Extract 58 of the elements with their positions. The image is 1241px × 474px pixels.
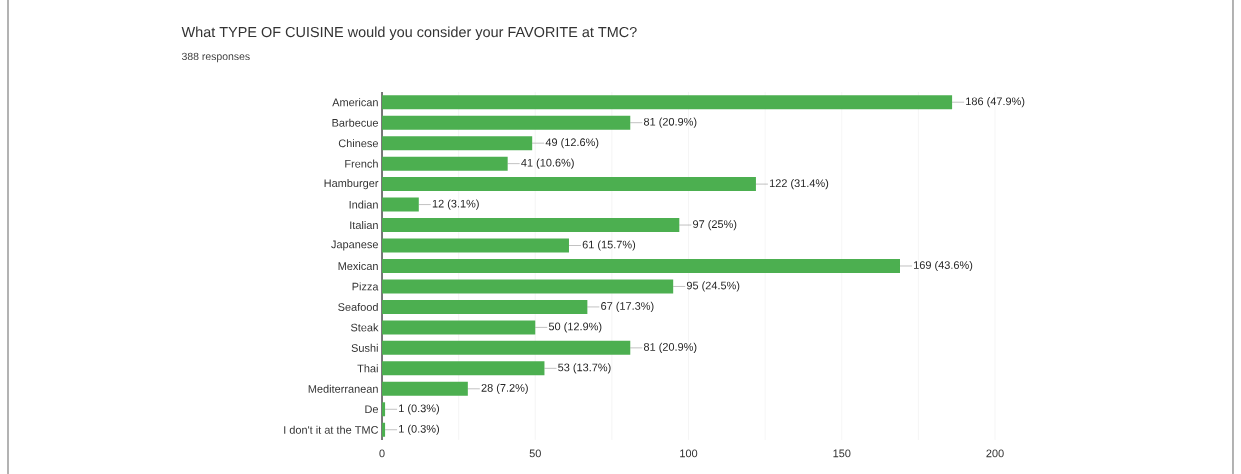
bar <box>382 299 588 314</box>
y-tick-label: Hamburger <box>324 179 379 190</box>
bar <box>382 156 508 171</box>
x-tick-label: 0 <box>379 449 385 458</box>
y-tick-label: Mexican <box>338 261 378 271</box>
data-label: 81 (20.9%) <box>643 342 697 353</box>
x-tick-label: 200 <box>986 449 1004 458</box>
bar <box>382 136 533 151</box>
bar <box>382 402 386 417</box>
data-label: 12 (3.1%) <box>432 199 479 210</box>
y-tick-label: Thai <box>357 364 378 373</box>
bar <box>382 381 468 396</box>
data-label: 50 (12.9%) <box>548 322 602 333</box>
y-tick-label: Pizza <box>352 282 379 291</box>
x-tick-label: 150 <box>833 449 851 458</box>
y-tick-label: Italian <box>350 221 378 230</box>
bar <box>382 115 631 130</box>
y-tick-label: Sushi <box>351 343 378 352</box>
y-tick-label: Japanese <box>331 240 378 251</box>
data-label: 97 (25%) <box>693 219 737 231</box>
data-label: 67 (17.3%) <box>601 301 654 313</box>
data-label: 122 (31.4%) <box>769 179 829 190</box>
y-tick-label: I don't it at the TMC <box>284 425 379 434</box>
y-tick-label: American <box>332 98 378 107</box>
bar <box>382 422 386 437</box>
y-tick-label: Chinese <box>338 139 378 148</box>
data-label: 1 (0.3%) <box>399 404 439 415</box>
data-label: 1 (0.3%) <box>399 424 439 435</box>
x-tick-label: 100 <box>680 449 698 458</box>
bar <box>382 177 756 192</box>
text: 388 responses <box>181 52 250 63</box>
data-label: 53 (13.7%) <box>558 363 611 374</box>
data-label: 169 (43.6%) <box>914 260 973 272</box>
y-tick-label: French <box>345 159 378 168</box>
bar <box>382 320 536 335</box>
bar <box>382 95 953 110</box>
bar <box>382 279 674 294</box>
data-label: 186 (47.9%) <box>966 97 1025 108</box>
bar <box>382 340 631 355</box>
y-tick-label: De <box>365 405 378 414</box>
data-label: 49 (12.6%) <box>545 138 599 149</box>
bar <box>382 197 419 212</box>
bar <box>382 218 680 233</box>
data-label: 28 (7.2%) <box>481 383 528 394</box>
data-label: 61 (15.7%) <box>582 240 636 251</box>
y-tick-label: Barbecue <box>332 118 378 127</box>
y-tick-label: Mediterranean <box>308 384 378 393</box>
bar <box>382 258 900 273</box>
bar <box>382 238 569 253</box>
data-label: 41 (10.6%) <box>521 158 574 169</box>
bar <box>382 361 545 376</box>
y-tick-label: Indian <box>349 200 378 209</box>
data-label: 95 (24.5%) <box>686 281 740 292</box>
data-label: 81 (20.9%) <box>643 117 697 128</box>
y-tick-label: Steak <box>350 323 379 332</box>
x-tick-label: 50 <box>529 449 541 458</box>
y-tick-label: Seafood <box>338 302 378 311</box>
chart-title: What TYPE OF CUISINE would you consider your FAVORITE at TMC? <box>181 26 637 40</box>
